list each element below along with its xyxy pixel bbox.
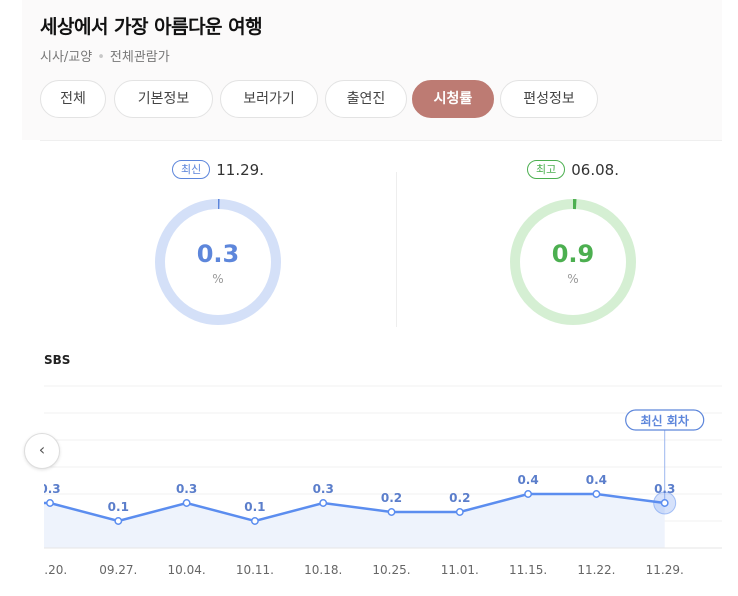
header-divider [40, 140, 722, 141]
best-badge: 최고 [527, 160, 566, 179]
data-point [524, 490, 533, 498]
latest-date: 11.29. [216, 161, 264, 179]
tab-basic-info[interactable]: 기본정보 [114, 80, 213, 118]
data-point [114, 517, 123, 525]
x-tick-label: 09.27. [99, 563, 137, 577]
best-rating-panel: 최고 06.08. 0.9 % [443, 160, 703, 330]
tab-all[interactable]: 전체 [40, 80, 106, 118]
tab-watch[interactable]: 보러가기 [220, 80, 318, 118]
data-label: 0.3 [654, 482, 675, 496]
ratings-line-chart: 0.3 0.1 0.3 0.1 0.3 0.2 0.2 0.4 0.4 0.3 .9.20. 09.2… [33, 385, 722, 577]
latest-heading: 최신 11.29. [88, 160, 348, 179]
genre-label: 시사/교양 [40, 50, 93, 65]
best-value: 0.9 [551, 240, 595, 268]
data-point [387, 508, 396, 516]
separator-dot: • [97, 50, 105, 65]
best-date: 06.08. [571, 161, 619, 179]
x-tick-label: 10.11. [236, 563, 274, 577]
latest-value: 0.3 [196, 240, 240, 268]
data-label: 0.3 [176, 482, 197, 496]
best-unit: % [567, 272, 579, 286]
program-subtitle: 시사/교양 • 전체관람가 [40, 46, 170, 65]
tab-schedule[interactable]: 편성정보 [500, 80, 598, 118]
x-tick-label: 11.15. [509, 563, 547, 577]
data-point [455, 508, 464, 516]
data-point [250, 517, 259, 525]
rating-label: 전체관람가 [109, 50, 170, 65]
data-point [592, 490, 601, 498]
stat-divider [396, 172, 397, 327]
latest-badge: 최신 [172, 160, 211, 179]
x-tick-label: 10.18. [304, 563, 342, 577]
x-tick-label: 10.04. [168, 563, 206, 577]
data-label: 0.4 [586, 473, 607, 487]
data-point [660, 499, 669, 507]
tab-ratings[interactable]: 시청률 [412, 80, 494, 118]
data-point [319, 499, 328, 507]
network-label: SBS [44, 353, 71, 367]
data-label: 0.3 [313, 482, 334, 496]
tab-cast[interactable]: 출연진 [325, 80, 407, 118]
latest-donut-arc [155, 199, 281, 325]
x-tick-label: 10.25. [372, 563, 410, 577]
data-label: 0.1 [108, 500, 129, 514]
chevron-left-icon: ‹ [38, 440, 46, 459]
best-donut [510, 199, 636, 325]
latest-annotation-label: 최신 회차 [641, 413, 689, 428]
data-label: 0.3 [39, 482, 60, 496]
data-label: 0.1 [244, 500, 265, 514]
data-point [182, 499, 191, 507]
previous-button[interactable]: ‹ [24, 433, 60, 469]
program-title: 세상에서 가장 아름다운 여행 [40, 16, 263, 38]
x-tick-label: .9.20. [33, 563, 67, 577]
data-point [46, 499, 54, 507]
x-tick-label: 11.01. [441, 563, 479, 577]
x-tick-label: 11.29. [646, 563, 684, 577]
latest-donut [155, 199, 281, 325]
data-label: 0.2 [449, 491, 470, 505]
data-label: 0.2 [381, 491, 402, 505]
x-tick-label: 11.22. [577, 563, 615, 577]
data-label: 0.4 [517, 473, 538, 487]
series-area [44, 494, 665, 548]
latest-rating-panel: 최신 11.29. 0.3 % [88, 160, 348, 330]
latest-annotation-pill [625, 409, 705, 431]
best-donut-arc [510, 199, 636, 325]
best-heading: 최고 06.08. [443, 160, 703, 179]
latest-unit: % [212, 272, 224, 286]
